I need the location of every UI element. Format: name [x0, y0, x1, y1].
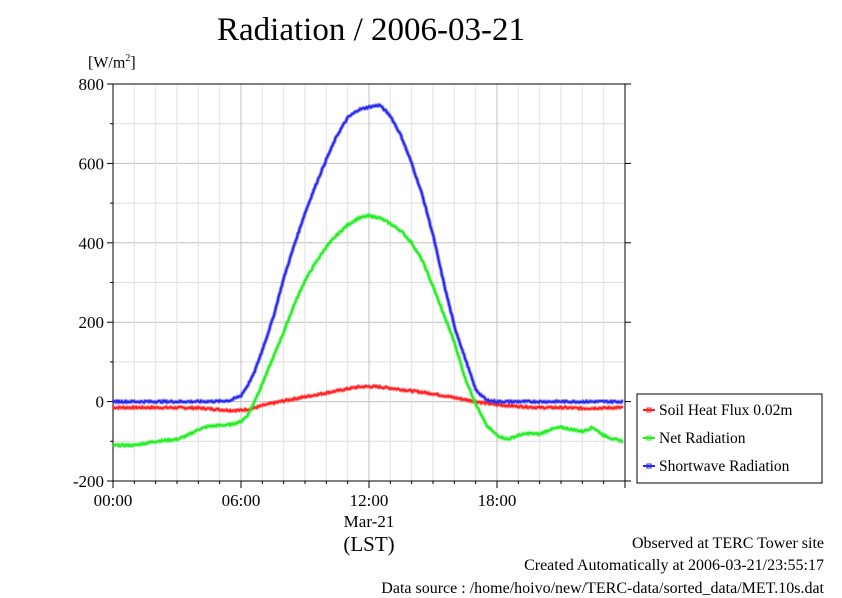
x-tick-label: 12:00 — [350, 491, 389, 510]
footer-created: Created Automatically at 2006-03-21/23:5… — [524, 557, 824, 574]
y-unit-text: [W/m — [88, 54, 126, 72]
series-line-halo-1 — [111, 212, 624, 449]
x-axis-label: (LST) — [343, 532, 395, 556]
y-unit-label: [W/m2] — [88, 53, 136, 72]
footer-data-source: Data source : /home/hoivo/new/TERC-data/… — [381, 580, 824, 597]
series-line-halo-2 — [111, 102, 624, 405]
legend-box — [636, 393, 823, 484]
y-tick-label: 600 — [79, 154, 105, 173]
y-tick-label: 800 — [79, 75, 105, 94]
legend-marker — [646, 463, 652, 469]
series-line-1 — [112, 213, 624, 448]
legend-label: Net Radiation — [659, 430, 746, 447]
y-tick-label: 0 — [96, 393, 105, 412]
x-tick-label: 06:00 — [222, 491, 261, 510]
x-tick-label: 00:00 — [94, 491, 133, 510]
y-unit-exponent: 2 — [125, 53, 131, 64]
footer-observed: Observed at TERC Tower site — [631, 535, 824, 552]
series-line-2 — [112, 103, 624, 404]
y-tick-label: 400 — [79, 234, 105, 253]
y-unit-close: ] — [130, 54, 136, 72]
chart-title: Radiation / 2006-03-21 — [217, 12, 525, 48]
x-date-label: Mar-21 — [343, 512, 395, 531]
series-line-0 — [112, 384, 624, 413]
y-tick-label: 200 — [79, 313, 105, 332]
x-tick-label: 18:00 — [478, 491, 517, 510]
legend-label: Soil Heat Flux 0.02m — [659, 402, 792, 419]
legend-marker — [646, 435, 652, 441]
legend-marker — [646, 407, 652, 413]
y-tick-label: -200 — [73, 472, 104, 491]
legend-label: Shortwave Radiation — [659, 458, 790, 475]
